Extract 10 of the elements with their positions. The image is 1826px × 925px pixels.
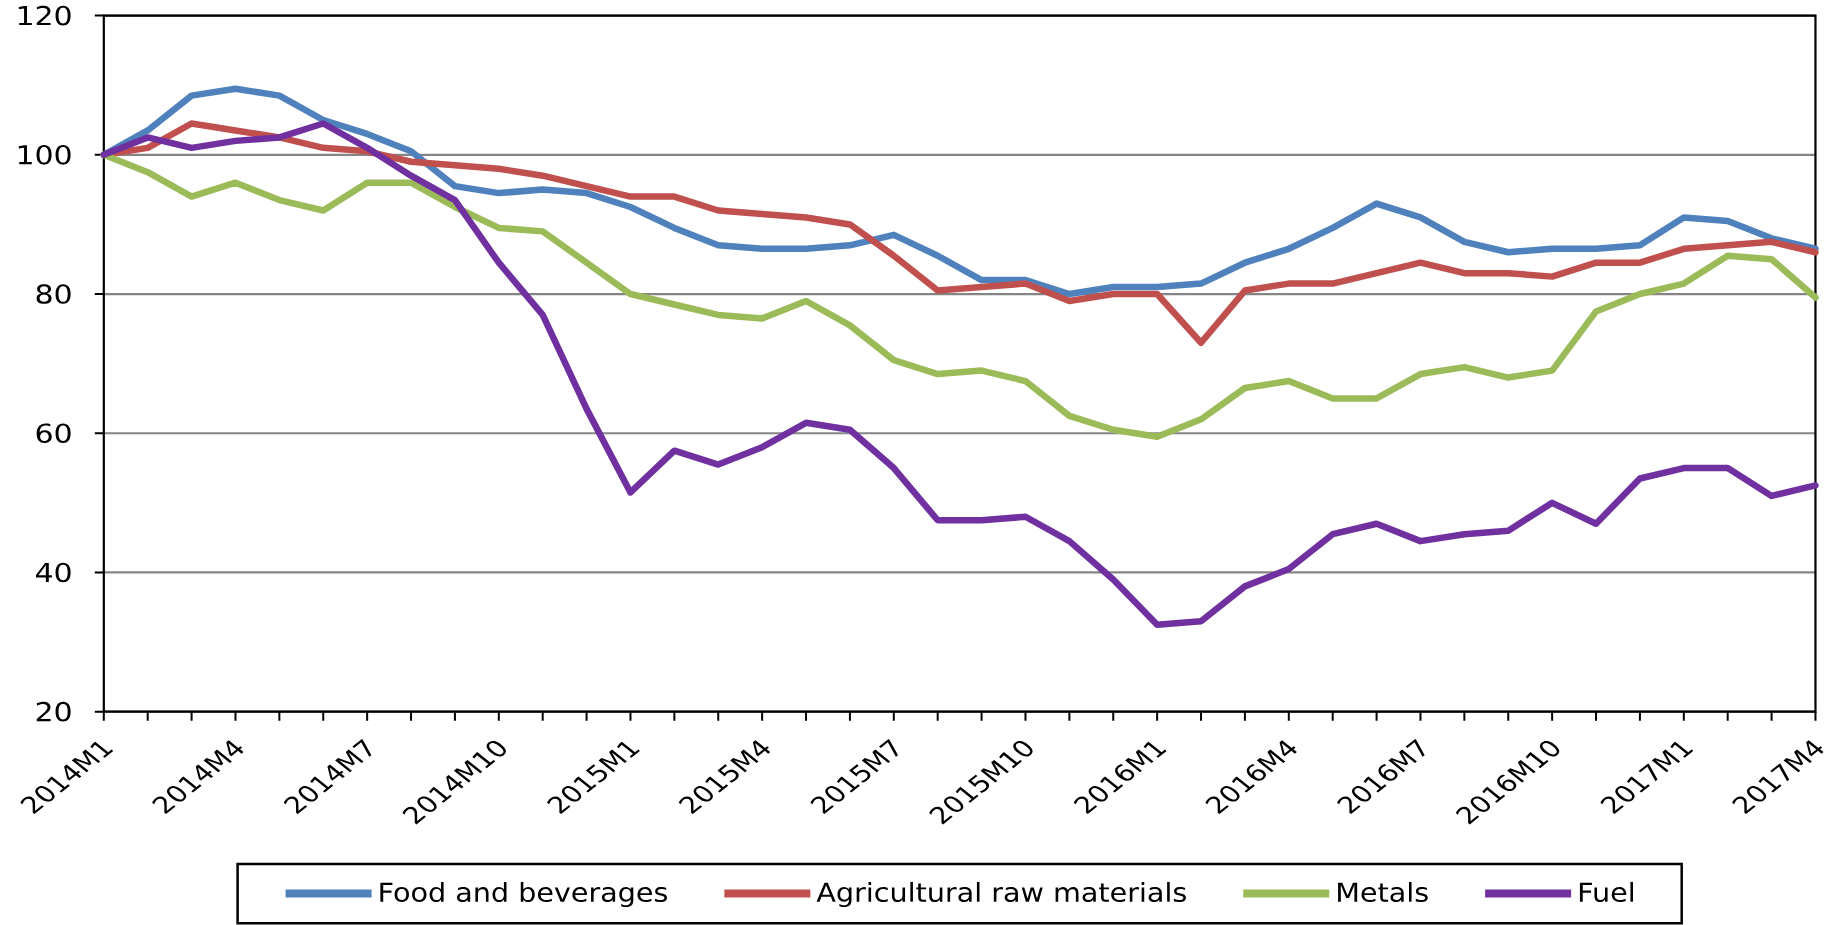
legend-label: Metals: [1338, 881, 1428, 903]
y-tick-label: 40: [36, 562, 71, 583]
y-tick-label: 20: [36, 701, 71, 722]
legend-label: Agricultural raw materials: [816, 881, 1186, 908]
legend-label: Fuel: [1579, 881, 1634, 903]
legend-label: Food and beverages: [380, 881, 667, 908]
y-tick-label: 80: [36, 284, 71, 304]
y-tick-label: 60: [36, 423, 71, 444]
y-tick-label: 120: [18, 5, 71, 26]
y-tick-label: 100: [18, 144, 71, 165]
